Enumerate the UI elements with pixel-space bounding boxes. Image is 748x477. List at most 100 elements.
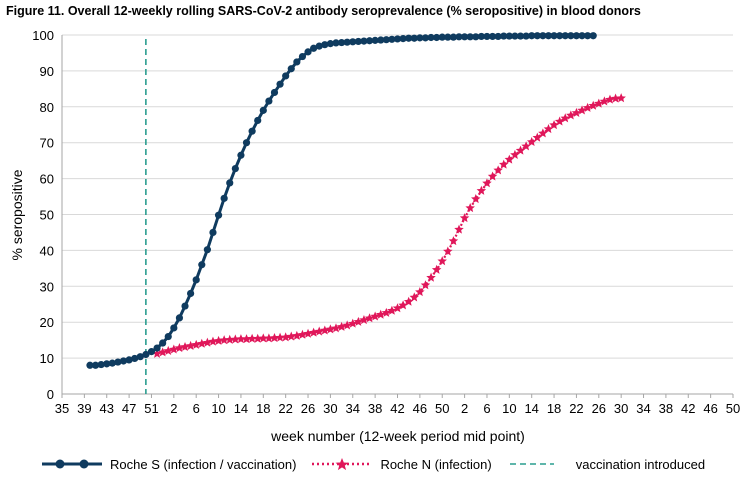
roche-s-point: [371, 36, 379, 44]
roche-n-point: [325, 324, 336, 334]
legend-item-roche-s: Roche S (infection / vaccination): [40, 456, 296, 472]
series-layer: [86, 32, 626, 394]
legend-swatch-roche-s: [42, 459, 102, 469]
roche-n-point: [398, 300, 408, 310]
roche-s-point: [226, 179, 234, 187]
x-tick-label: 6: [193, 401, 200, 416]
roche-n-point: [258, 333, 269, 343]
roche-n-point: [163, 345, 173, 355]
roche-s-point: [399, 34, 407, 43]
roche-s-point: [572, 32, 581, 40]
roche-s-point: [337, 38, 346, 47]
roche-n-point: [359, 315, 369, 325]
roche-n-point: [381, 307, 392, 317]
roche-s-point: [147, 348, 156, 356]
roche-n-point: [348, 318, 358, 328]
roche-n-point: [219, 335, 229, 345]
roche-n-point: [185, 340, 196, 350]
x-tick-label: 14: [234, 401, 248, 416]
roche-s-point: [522, 32, 530, 40]
roche-s-point: [91, 361, 100, 369]
x-tick-label: 43: [99, 401, 113, 416]
roche-s-point: [310, 44, 318, 52]
roche-n-point: [448, 236, 459, 246]
roche-n-point: [286, 331, 297, 341]
roche-s-point: [472, 33, 480, 41]
roche-n-point: [532, 132, 543, 142]
roche-s-point: [544, 32, 553, 40]
x-tick-label: 47: [122, 401, 136, 416]
roche-s-point: [242, 139, 251, 147]
roche-s-point: [584, 32, 592, 40]
roche-n-point: [208, 336, 218, 346]
roche-s-line: [89, 34, 594, 367]
x-tick-label: 51: [144, 401, 158, 416]
roche-s-point: [254, 116, 262, 125]
roche-n-point: [241, 334, 252, 344]
roche-n-point: [498, 159, 509, 169]
roche-n-point: [465, 203, 475, 213]
roche-s-point: [181, 302, 189, 310]
roche-n-point: [331, 323, 341, 333]
y-tick-label: 90: [40, 64, 54, 79]
roche-n-line: [156, 97, 622, 355]
roche-s-point: [360, 37, 368, 45]
roche-s-point: [259, 106, 267, 114]
roche-s-point: [265, 97, 273, 105]
roche-s-point: [556, 32, 564, 40]
roche-n-point: [415, 287, 425, 297]
roche-s-point: [298, 52, 307, 61]
roche-n-point: [197, 338, 207, 348]
roche-n-point: [443, 246, 453, 256]
roche-n-point: [303, 328, 313, 338]
roche-n-point: [493, 165, 503, 175]
roche-s-point: [248, 127, 256, 135]
x-tick-label: 50: [726, 401, 740, 416]
legend-label-roche-s: Roche S (infection / vaccination): [110, 456, 297, 472]
roche-n-point: [566, 110, 576, 120]
x-tick-label: 35: [55, 401, 69, 416]
roche-s-point: [321, 41, 329, 49]
x-tick-label: 38: [659, 401, 673, 416]
roche-n-point: [213, 335, 224, 345]
roche-s-point: [349, 38, 357, 46]
roche-s-point: [433, 33, 441, 42]
roche-s-point: [421, 34, 430, 42]
roche-s-point: [237, 151, 245, 159]
roche-s-point: [86, 361, 94, 369]
y-tick-label: 100: [32, 28, 54, 43]
roche-n-point: [526, 136, 537, 147]
x-tick-label: 50: [435, 401, 449, 416]
roche-n-point: [387, 305, 397, 315]
y-tick-label: 80: [40, 100, 54, 115]
x-tick-label: 30: [323, 401, 337, 416]
x-tick-label: 26: [301, 401, 315, 416]
x-tick-label: 2: [461, 401, 468, 416]
roche-n-point: [230, 334, 241, 344]
roche-s-point: [410, 34, 418, 42]
roche-n-point: [392, 303, 403, 313]
roche-s-point: [198, 261, 206, 269]
roche-n-point: [454, 224, 464, 234]
roche-n-point: [482, 178, 492, 188]
roche-n-point: [269, 333, 280, 343]
roche-s-point: [170, 324, 178, 332]
roche-s-point: [214, 211, 223, 219]
roche-n-point: [588, 100, 598, 110]
roche-s-point: [326, 40, 334, 48]
roche-s-point: [282, 72, 290, 80]
x-axis-label: week number (12-week period mid point): [270, 428, 525, 444]
legend-label-vaccination: vaccination introduced: [575, 456, 706, 472]
roche-n-point: [247, 333, 257, 343]
roche-n-point: [594, 98, 604, 108]
roche-s-point: [427, 33, 435, 42]
roche-s-point: [483, 32, 491, 41]
y-tick-label: 40: [40, 243, 54, 258]
roche-s-point: [438, 33, 446, 41]
roche-n-point: [616, 93, 626, 103]
x-tick-label: 30: [614, 401, 628, 416]
x-axis-tick-labels: 35 39 43 47 51 2 6 10 14 18 22 26 30 34 38 42 46 50 2 6 10 14…: [55, 401, 740, 416]
roche-s-point: [416, 34, 424, 42]
roche-s-point: [332, 39, 340, 47]
roche-n-point: [275, 332, 285, 342]
